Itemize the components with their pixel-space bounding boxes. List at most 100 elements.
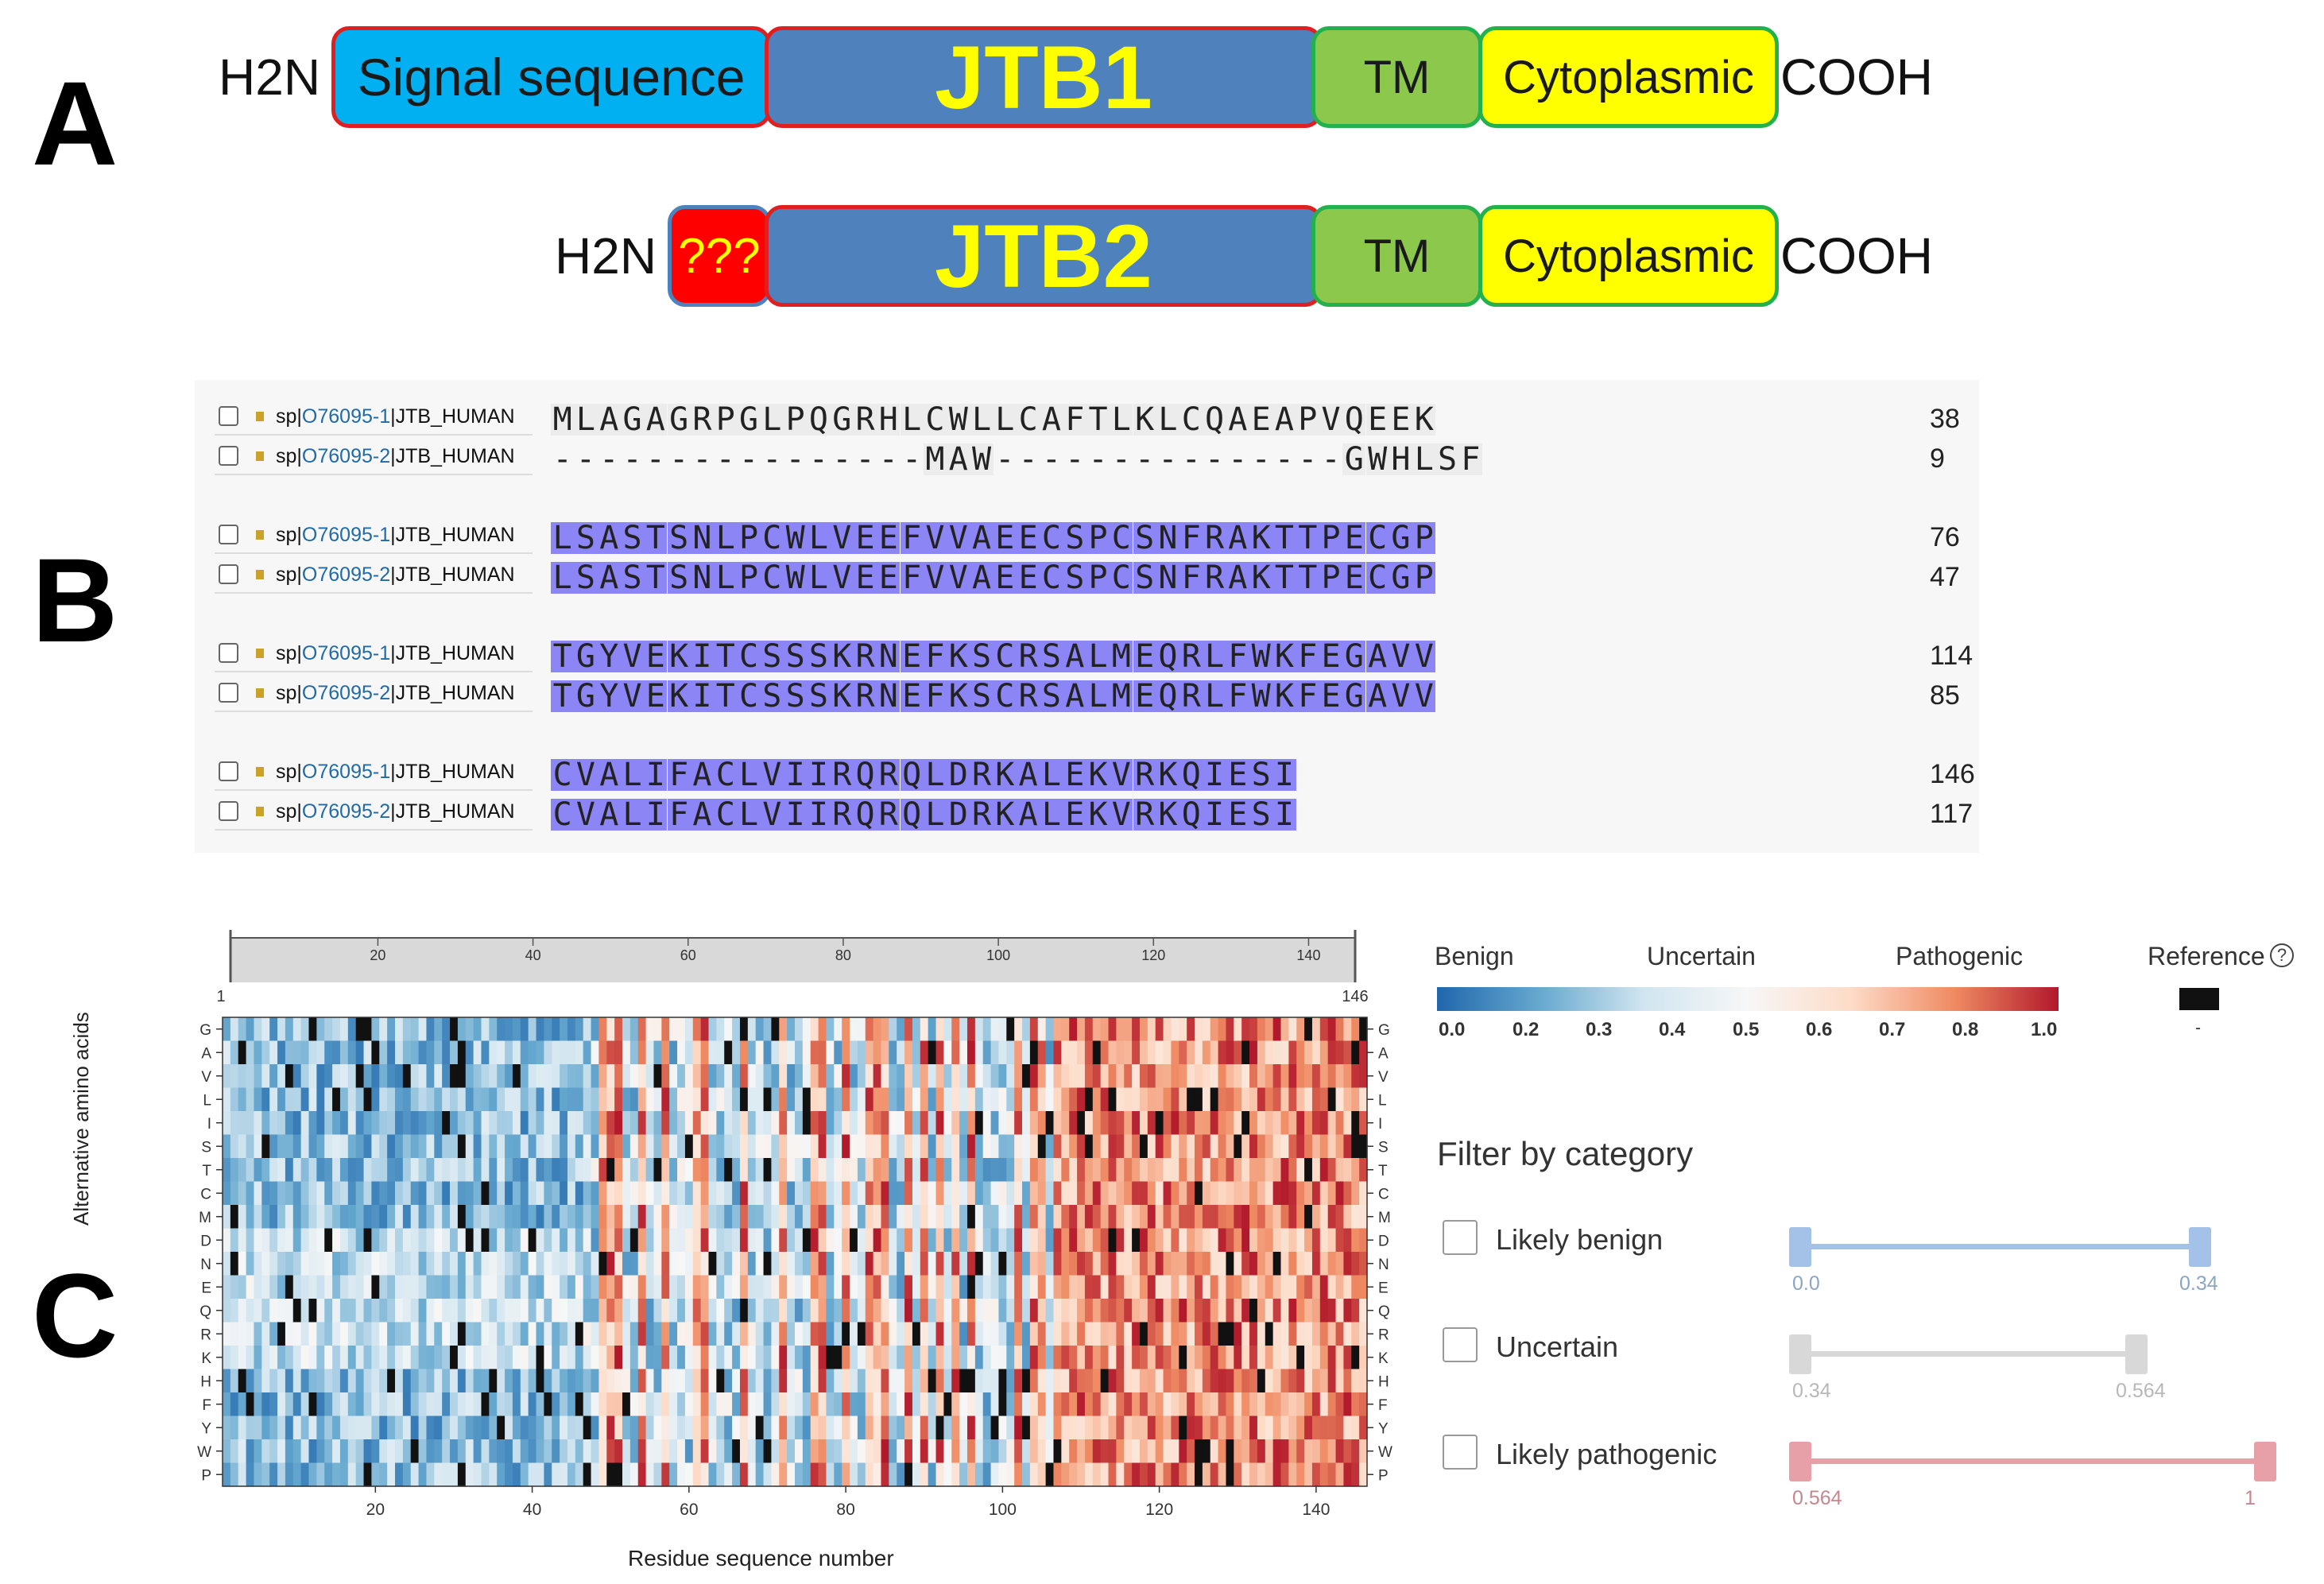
heatmap-cell[interactable]: [771, 1228, 780, 1253]
heatmap-cell[interactable]: [223, 1299, 231, 1323]
heatmap-cell[interactable]: [779, 1087, 788, 1112]
heatmap-cell[interactable]: [379, 1181, 388, 1206]
heatmap-cell[interactable]: [1092, 1205, 1102, 1230]
heatmap-cell[interactable]: [1092, 1111, 1102, 1136]
heatmap-cell[interactable]: [1343, 1346, 1352, 1370]
heatmap-cell[interactable]: [1014, 1369, 1023, 1393]
heatmap-cell[interactable]: [300, 1181, 310, 1206]
heatmap-cell[interactable]: [1187, 1111, 1195, 1136]
heatmap-cell[interactable]: [442, 1369, 451, 1393]
heatmap-cell[interactable]: [1187, 1134, 1195, 1159]
heatmap-cell[interactable]: [1147, 1087, 1156, 1112]
heatmap-cell[interactable]: [552, 1064, 560, 1089]
heatmap-cell[interactable]: [1343, 1275, 1352, 1299]
heatmap-cell[interactable]: [865, 1228, 874, 1253]
heatmap-cell[interactable]: [982, 1181, 992, 1206]
heatmap-cell[interactable]: [1139, 1392, 1148, 1417]
heatmap-cell[interactable]: [834, 1181, 842, 1206]
heatmap-cell[interactable]: [552, 1087, 560, 1112]
heatmap-cell[interactable]: [544, 1064, 552, 1089]
heatmap-cell[interactable]: [473, 1416, 482, 1440]
heatmap-cell[interactable]: [567, 1299, 576, 1323]
heatmap-cell[interactable]: [1132, 1064, 1141, 1089]
heatmap-cell[interactable]: [677, 1275, 686, 1299]
heatmap-cell[interactable]: [763, 1369, 773, 1393]
heatmap-cell[interactable]: [277, 1205, 286, 1230]
heatmap-cell[interactable]: [1265, 1205, 1274, 1230]
heatmap-cell[interactable]: [998, 1040, 1007, 1065]
heatmap-cell[interactable]: [1202, 1322, 1211, 1346]
heatmap-cell[interactable]: [716, 1392, 725, 1417]
heatmap-cell[interactable]: [1351, 1228, 1360, 1253]
heatmap-cell[interactable]: [669, 1040, 678, 1065]
heatmap-cell[interactable]: [1351, 1392, 1360, 1417]
heatmap-cell[interactable]: [763, 1462, 773, 1487]
heatmap-cell[interactable]: [1280, 1322, 1289, 1346]
heatmap-cell[interactable]: [708, 1181, 717, 1206]
heatmap-cell[interactable]: [1280, 1275, 1289, 1299]
heatmap-cell[interactable]: [292, 1111, 302, 1136]
heatmap-cell[interactable]: [332, 1064, 341, 1089]
heatmap-cell[interactable]: [1124, 1040, 1133, 1065]
heatmap-cell[interactable]: [465, 1346, 474, 1370]
heatmap-cell[interactable]: [1343, 1017, 1352, 1042]
heatmap-cell[interactable]: [982, 1299, 992, 1323]
heatmap-cell[interactable]: [935, 1275, 944, 1299]
heatmap-cell[interactable]: [1187, 1299, 1195, 1323]
heatmap-cell[interactable]: [653, 1134, 662, 1159]
heatmap-cell[interactable]: [1195, 1040, 1203, 1065]
heatmap-cell[interactable]: [928, 1462, 937, 1487]
heatmap-cell[interactable]: [669, 1346, 678, 1370]
heatmap-cell[interactable]: [1241, 1346, 1250, 1370]
heatmap-cell[interactable]: [1006, 1275, 1015, 1299]
heatmap-cell[interactable]: [834, 1416, 842, 1440]
heatmap-cell[interactable]: [544, 1111, 552, 1136]
heatmap-cell[interactable]: [1343, 1134, 1352, 1159]
heatmap-cell[interactable]: [669, 1087, 678, 1112]
heatmap-cell[interactable]: [520, 1087, 529, 1112]
heatmap-cell[interactable]: [450, 1017, 459, 1042]
heatmap-cell[interactable]: [1092, 1040, 1102, 1065]
heatmap-cell[interactable]: [1343, 1462, 1352, 1487]
heatmap-cell[interactable]: [928, 1252, 937, 1276]
heatmap-cell[interactable]: [363, 1064, 372, 1089]
heatmap-cell[interactable]: [606, 1322, 615, 1346]
heatmap-cell[interactable]: [1226, 1205, 1234, 1230]
heatmap-cell[interactable]: [246, 1087, 255, 1112]
heatmap-cell[interactable]: [1022, 1181, 1031, 1206]
heatmap-cell[interactable]: [497, 1064, 505, 1089]
heatmap-cell[interactable]: [269, 1017, 278, 1042]
heatmap-cell[interactable]: [497, 1158, 505, 1183]
heatmap-cell[interactable]: [802, 1111, 811, 1136]
heatmap-cell[interactable]: [653, 1111, 662, 1136]
heatmap-cell[interactable]: [708, 1134, 717, 1159]
heatmap-cell[interactable]: [982, 1275, 992, 1299]
heatmap-cell[interactable]: [889, 1017, 897, 1042]
heatmap-cell[interactable]: [1265, 1322, 1274, 1346]
heatmap-cell[interactable]: [457, 1064, 467, 1089]
heatmap-cell[interactable]: [747, 1181, 757, 1206]
heatmap-cell[interactable]: [1163, 1064, 1172, 1089]
heatmap-cell[interactable]: [802, 1322, 811, 1346]
heatmap-cell[interactable]: [1014, 1322, 1023, 1346]
heatmap-cell[interactable]: [308, 1064, 317, 1089]
heatmap-cell[interactable]: [684, 1040, 694, 1065]
heatmap-cell[interactable]: [1226, 1040, 1234, 1065]
heatmap-cell[interactable]: [982, 1322, 992, 1346]
heatmap-cell[interactable]: [834, 1462, 842, 1487]
heatmap-cell[interactable]: [442, 1416, 451, 1440]
heatmap-cell[interactable]: [457, 1322, 467, 1346]
heatmap-cell[interactable]: [787, 1087, 796, 1112]
heatmap-cell[interactable]: [1108, 1369, 1117, 1393]
heatmap-cell[interactable]: [402, 1462, 412, 1487]
heatmap-cell[interactable]: [865, 1181, 874, 1206]
heatmap-cell[interactable]: [1280, 1134, 1289, 1159]
heatmap-cell[interactable]: [810, 1087, 819, 1112]
heatmap-cell[interactable]: [505, 1040, 513, 1065]
heatmap-cell[interactable]: [1226, 1322, 1234, 1346]
heatmap-cell[interactable]: [1006, 1040, 1015, 1065]
heatmap-cell[interactable]: [1108, 1252, 1117, 1276]
heatmap-cell[interactable]: [598, 1040, 607, 1065]
heatmap-cell[interactable]: [606, 1040, 615, 1065]
heatmap-cell[interactable]: [261, 1275, 270, 1299]
